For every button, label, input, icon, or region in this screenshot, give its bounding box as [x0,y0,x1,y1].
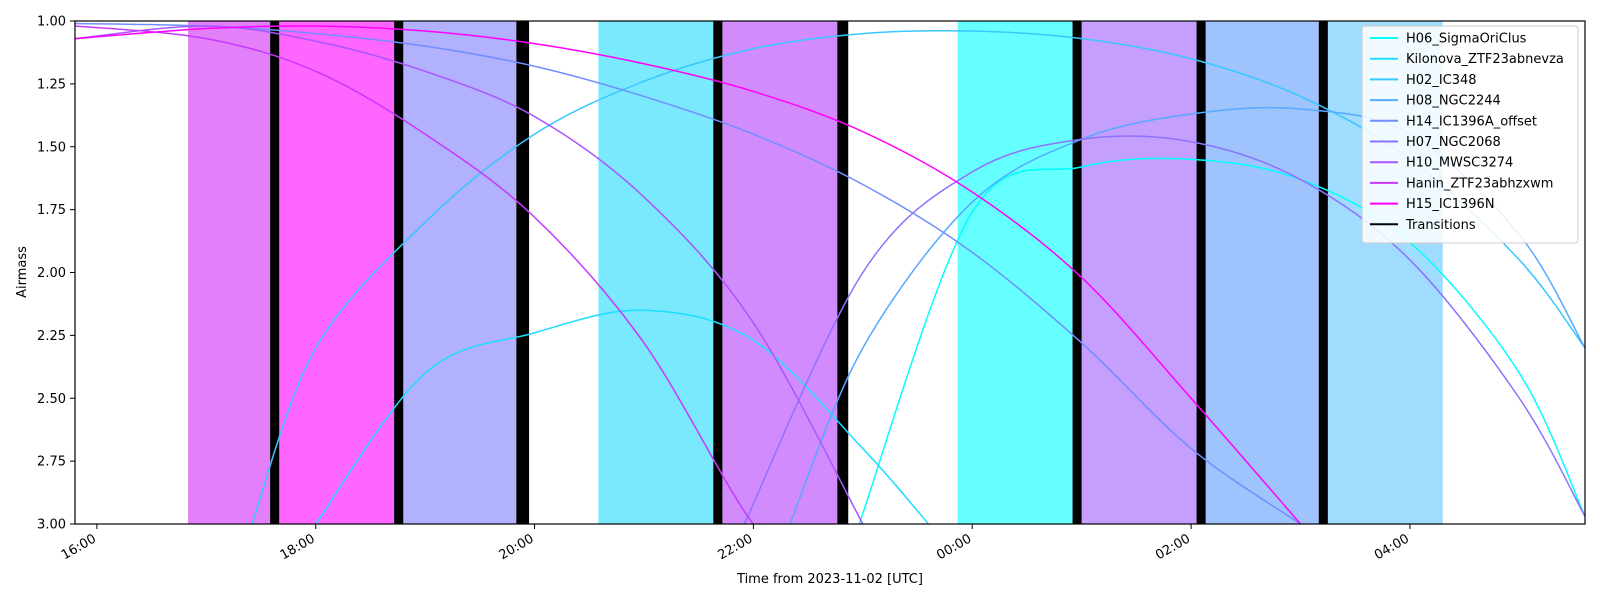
y-axis-ticks: 1.00 1.25 1.50 1.75 2.00 2.25 2.50 2.75 3.00 [37,15,75,533]
y-tick-label: 1.00 [37,15,66,30]
legend-label: H15_IC1396N [1406,197,1495,212]
legend-label: H06_SigmaOriClus [1406,32,1527,47]
transition-bar-2 [394,21,404,524]
observation-block-2 [279,21,395,524]
transition-bar-5 [837,21,849,524]
legend-label: Kilonova_ZTF23abnevza [1406,52,1564,67]
legend-label: H10_MWSC3274 [1406,156,1513,171]
y-tick-label: 3.00 [37,518,66,533]
series-line-h14-ic1396a-offset [75,22,1301,524]
observation-block-3 [403,21,517,524]
transition-bar-7 [1196,21,1206,524]
observation-block-7 [1081,21,1197,524]
legend-label: H14_IC1396A_offset [1406,114,1537,129]
y-tick-label: 2.75 [37,455,66,470]
legend-box [1361,25,1579,244]
y-tick-label: 2.50 [37,392,66,407]
y-tick-label: 1.75 [37,203,66,218]
series-line-h07-ngc2068 [743,135,1585,524]
series-line-h10-mwsc3274 [75,25,864,524]
observation-block-4 [598,21,714,524]
y-tick-label: 2.25 [37,329,66,344]
transition-bar-3 [516,21,530,524]
y-tick-label: 1.25 [37,77,66,92]
airmass-curves [75,22,1585,524]
series-line-kilonova-ztf23abnevzza [315,309,930,524]
legend-label: H02_IC348 [1406,73,1477,88]
legend: H06_SigmaOriClus Kilonova_ZTF23abnevza H02… [1361,25,1579,244]
legend-label: H07_NGC2068 [1406,135,1501,150]
legend-label: Transitions [1405,218,1476,233]
observation-block-6 [957,21,1073,524]
transition-bar-8 [1318,21,1328,524]
y-tick-label: 1.50 [37,140,66,155]
y-tick-label: 2.00 [37,266,66,281]
legend-label: H08_NGC2244 [1406,94,1501,109]
series-line-h06-sigmaoriclus [858,157,1585,524]
legend-label: Hanin_ZTF23abhzxwm [1406,176,1553,191]
transition-bar-4 [713,21,723,524]
observation-block-1 [188,21,271,524]
series-line-hanin-ztf23abhzxwm [75,25,790,524]
y-axis-label: Airmass [15,246,30,298]
observation-blocks [188,21,1443,524]
transition-bar-1 [270,21,280,524]
series-line-h15-ic1396n [75,25,1302,524]
x-axis-label: Time from 2023-11-02 [UTC] [736,572,923,587]
observation-block-5 [722,21,838,524]
observation-block-8 [1205,21,1319,524]
